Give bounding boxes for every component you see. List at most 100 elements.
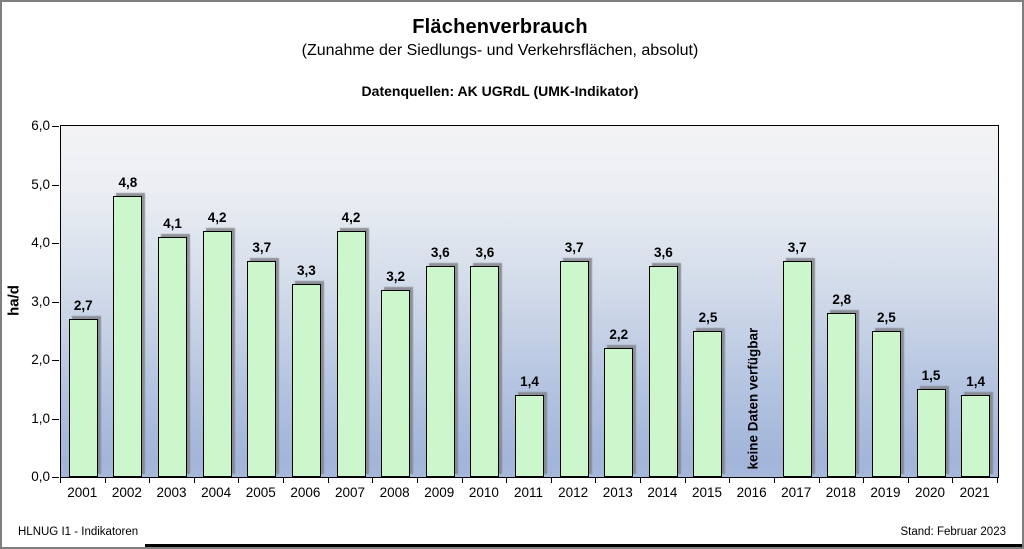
bar-2010 xyxy=(470,266,499,477)
bar-2015 xyxy=(693,331,722,477)
bar-value-label: 3,7 xyxy=(564,240,584,255)
x-axis-tick xyxy=(194,478,195,483)
y-axis-tick xyxy=(52,184,59,186)
footer-note: HLNUG I1 - Indikatoren xyxy=(18,526,139,538)
x-axis-tick xyxy=(328,478,329,483)
x-axis-tick xyxy=(952,478,953,483)
bar-value-label: 3,6 xyxy=(653,245,673,260)
x-tick-label: 2019 xyxy=(870,485,901,500)
x-axis-tick xyxy=(372,478,373,483)
bar-2011 xyxy=(515,395,544,477)
y-axis-tick xyxy=(52,243,59,244)
bar-value-label: 3,2 xyxy=(386,269,406,284)
x-tick-label: 2017 xyxy=(781,485,812,500)
bar-2021 xyxy=(961,395,990,477)
y-tick-label: 5,0 xyxy=(31,176,50,192)
x-axis-tick xyxy=(105,478,106,483)
x-tick-label: 2010 xyxy=(468,485,499,500)
bar-2020 xyxy=(917,389,946,477)
x-tick-label: 2020 xyxy=(915,485,946,500)
y-axis-tick xyxy=(52,360,59,361)
x-axis-tick xyxy=(595,478,596,483)
bar-2019 xyxy=(872,331,901,477)
bar-value-label: 1,4 xyxy=(520,374,539,389)
bar-value-label: 1,5 xyxy=(921,368,941,383)
bar-value-label: 3,3 xyxy=(297,263,316,278)
x-tick-label: 2009 xyxy=(424,485,455,500)
y-tick-label: 6,0 xyxy=(31,118,50,133)
bar-value-label: 3,6 xyxy=(475,245,495,260)
bar-value-label: 3,7 xyxy=(252,240,272,255)
x-tick-label: 2004 xyxy=(201,485,232,500)
bar-value-label: 2,7 xyxy=(73,298,93,313)
x-tick-label: 2021 xyxy=(959,485,990,500)
bar-value-label: 4,8 xyxy=(118,175,138,190)
bar-value-label: 1,4 xyxy=(966,374,986,389)
x-axis-tick xyxy=(819,478,820,483)
bar-value-label: 2,5 xyxy=(698,310,718,325)
y-tick-label: 4,0 xyxy=(31,235,50,250)
x-axis-tick xyxy=(283,478,284,483)
bar-2013 xyxy=(604,348,633,477)
chart-title: Flächenverbrauch xyxy=(412,16,588,38)
bar-2007 xyxy=(337,231,366,477)
y-tick-label: 2,0 xyxy=(31,352,50,367)
x-tick-label: 2008 xyxy=(379,485,410,500)
x-tick-label: 2006 xyxy=(290,485,321,500)
x-tick-label: 2002 xyxy=(111,485,142,500)
bar-value-label: 4,1 xyxy=(163,216,182,231)
x-axis-tick xyxy=(462,478,463,483)
x-tick-label: 2013 xyxy=(602,485,633,500)
y-axis-tick xyxy=(52,418,59,420)
x-tick-label: 2011 xyxy=(513,485,543,500)
x-axis-tick xyxy=(149,478,150,483)
bar-2004 xyxy=(203,231,232,477)
y-tick-label: 3,0 xyxy=(31,293,50,309)
x-axis-tick xyxy=(60,478,61,483)
bar-2006 xyxy=(292,284,321,477)
bar-value-label: 2,8 xyxy=(832,292,852,307)
bar-value-label: 4,2 xyxy=(341,210,361,225)
bar-value-label: 3,6 xyxy=(430,245,450,260)
bar-value-label: 3,7 xyxy=(787,240,807,255)
x-tick-label: 2012 xyxy=(558,485,589,500)
y-axis-tick xyxy=(52,477,59,478)
bar-2018 xyxy=(827,313,856,477)
bar-value-label: 2,2 xyxy=(609,327,629,342)
no-data-note: keine Daten verfügbar xyxy=(745,327,761,470)
footer-date: Stand: Februar 2023 xyxy=(900,526,1007,538)
x-axis-tick xyxy=(640,478,641,483)
bar-2008 xyxy=(381,290,410,477)
x-axis-tick xyxy=(908,478,909,483)
bar-2012 xyxy=(560,261,589,477)
x-tick-label: 2015 xyxy=(691,485,722,500)
x-tick-label: 2018 xyxy=(825,485,856,500)
x-axis-tick xyxy=(774,478,775,483)
bar-value-label: 4,2 xyxy=(207,210,227,225)
x-axis-tick xyxy=(417,478,418,483)
y-tick-label: 1,0 xyxy=(31,410,50,426)
y-tick-label: 0,0 xyxy=(31,469,50,484)
chart-subtitle: (Zunahme der Siedlungs- und Verkehrsfläc… xyxy=(301,42,699,59)
x-tick-label: 2005 xyxy=(245,485,276,500)
x-tick-label: 2007 xyxy=(334,485,366,500)
x-tick-label: 2016 xyxy=(736,485,767,500)
chart-source-note: Datenquellen: AK UGRdL (UMK-Indikator) xyxy=(361,83,639,99)
bar-2001 xyxy=(69,319,98,477)
x-axis-tick xyxy=(238,478,239,483)
bar-2009 xyxy=(426,266,455,477)
x-axis-tick xyxy=(551,478,552,483)
bottom-rule xyxy=(145,544,1022,549)
y-axis-tick xyxy=(52,301,59,303)
plot-area: 2,7 4,8 4,1 4,2 3,7 3,3 4,2 3,2 3,6 3,6 1,4 3,7 2,2 3… xyxy=(60,125,999,478)
bar-2002 xyxy=(113,196,142,477)
x-tick-label: 2003 xyxy=(156,485,187,500)
bar-2003 xyxy=(158,237,187,477)
bar-value-label: 2,5 xyxy=(877,310,896,325)
x-axis-tick xyxy=(863,478,864,483)
x-tick-label: 2001 xyxy=(67,485,98,500)
y-axis-tick xyxy=(52,126,59,127)
bar-2005 xyxy=(247,261,276,477)
x-tick-label: 2014 xyxy=(647,485,678,500)
x-axis-tick xyxy=(997,478,998,483)
